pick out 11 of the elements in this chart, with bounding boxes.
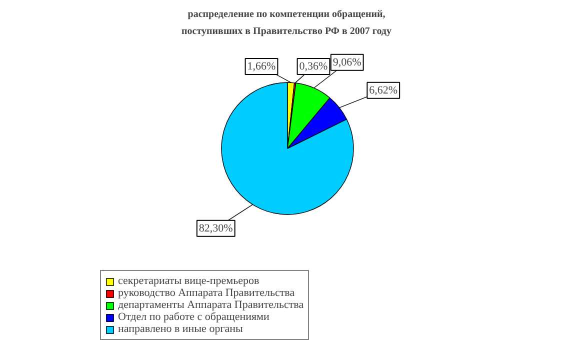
data-label: 9,06%	[332, 56, 362, 68]
legend-label: руководство Аппарата Правительства	[118, 287, 295, 299]
legend-label: направлено в иные органы	[118, 323, 243, 335]
chart-title: распределение по компетенции обращений, поступивших в Правительство РФ в 2007 году	[182, 9, 392, 37]
data-label: 6,62%	[369, 84, 398, 96]
legend-label: секретариаты вице-премьеров	[118, 275, 260, 287]
legend-label: департаменты Аппарата Правительства	[118, 299, 304, 311]
legend-label: Отдел по работе с обращениями	[118, 311, 270, 323]
data-label: 0,36%	[299, 60, 328, 72]
data-label: 1,66%	[247, 60, 276, 72]
data-label: 82,30%	[198, 222, 233, 234]
